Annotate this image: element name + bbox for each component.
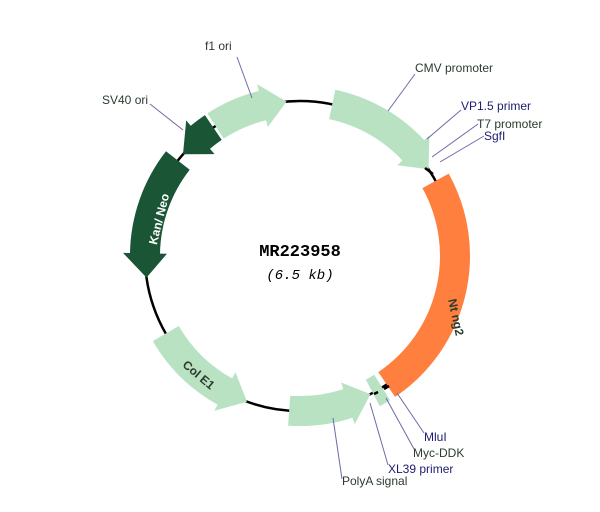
label-polya-signal: PolyA signal [342, 474, 407, 488]
label-t7-promoter: T7 promoter [477, 117, 542, 131]
label-sv40-ori: SV40 ori [102, 93, 148, 107]
label-cmv-promoter: CMV promoter [415, 61, 493, 75]
feature-mycddk [365, 374, 391, 407]
site-tick-xl39 [373, 390, 379, 396]
leader-cmv [387, 73, 416, 112]
plasmid-size: (6.5 kb) [266, 268, 333, 284]
feature-sv40 [183, 115, 222, 155]
leader-f1-ori [236, 56, 253, 99]
plasmid-name: MR223958 [259, 243, 341, 262]
leader-polya [332, 417, 343, 480]
label-myc-ddk: Myc-DDK [413, 446, 464, 460]
site-tick-mlui [383, 384, 390, 391]
feature-cmv [329, 89, 430, 170]
feature-insert [378, 173, 470, 397]
label-mlui: MluI [424, 430, 447, 444]
feature-kan [123, 151, 190, 278]
feature-cole1 [152, 326, 247, 411]
leader-sv40-ori [149, 103, 184, 131]
feature-f1 [207, 84, 287, 139]
leader-myc-ddk [385, 397, 415, 450]
leader-mlui [396, 392, 425, 434]
feature-polya [288, 382, 371, 427]
label-xl39-primer: XL39 primer [388, 462, 453, 476]
leader-sgfi [439, 135, 485, 163]
label-sgfi: SgfI [484, 129, 505, 143]
leader-xl39 [369, 402, 389, 466]
leader-t7 [431, 123, 479, 158]
label-f1-ori: f1 ori [205, 39, 232, 53]
leader-vp15 [426, 109, 462, 140]
site-tick-sgfi [424, 167, 434, 175]
label-vp15-primer: VP1.5 primer [461, 99, 531, 113]
